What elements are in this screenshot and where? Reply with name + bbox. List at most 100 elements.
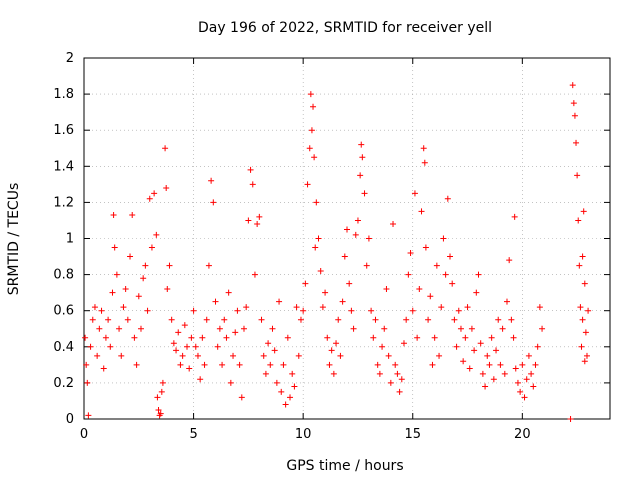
data-point: [168, 316, 175, 323]
data-point: [530, 383, 537, 390]
x-tick-label: 15: [404, 427, 421, 442]
data-point: [87, 343, 94, 350]
data-point: [457, 325, 464, 332]
x-axis-label: GPS time / hours: [286, 458, 403, 474]
data-point: [425, 316, 432, 323]
data-point: [98, 307, 105, 314]
data-point: [570, 100, 577, 107]
data-point: [162, 145, 169, 152]
data-point: [536, 304, 543, 311]
data-point: [100, 365, 107, 372]
data-point: [396, 388, 403, 395]
data-point: [111, 244, 118, 251]
y-tick-label: 1.8: [53, 87, 74, 102]
data-point: [506, 257, 513, 264]
data-point: [574, 172, 581, 179]
data-point: [129, 212, 136, 219]
data-point: [486, 361, 493, 368]
data-point: [379, 343, 386, 350]
data-point: [313, 199, 320, 206]
data-point: [333, 340, 340, 347]
y-axis-label: SRMTID / TECUs: [6, 183, 22, 296]
data-point: [308, 127, 315, 134]
data-point: [475, 271, 482, 278]
data-point: [291, 383, 298, 390]
data-point: [293, 304, 300, 311]
data-point: [521, 394, 528, 401]
data-point: [577, 304, 584, 311]
data-point: [582, 329, 589, 336]
y-axis: 0 0.2 0.4 0.6 0.8 1 1.2 1.4 1.6 1.8 2: [53, 51, 610, 427]
data-point: [581, 358, 588, 365]
data-point: [512, 365, 519, 372]
data-point: [179, 352, 186, 359]
data-point: [400, 340, 407, 347]
data-point: [344, 226, 350, 233]
data-point: [284, 334, 291, 341]
data-point: [579, 253, 586, 260]
data-point: [376, 370, 383, 377]
data-point: [82, 334, 89, 341]
data-point: [249, 181, 256, 188]
y-tick-label: 0.8: [53, 268, 74, 283]
data-point: [297, 316, 304, 323]
data-point: [151, 190, 158, 197]
data-point: [488, 334, 495, 341]
data-point: [84, 379, 91, 386]
y-tick-label: 0.2: [53, 376, 74, 391]
data-point: [471, 347, 478, 354]
data-point: [158, 388, 165, 395]
data-point: [227, 379, 234, 386]
data-point: [422, 244, 429, 251]
data-point: [122, 286, 129, 293]
data-point: [394, 370, 401, 377]
data-point: [153, 231, 160, 238]
y-tick-label: 0.4: [53, 340, 74, 355]
data-point: [578, 343, 585, 350]
data-point: [335, 316, 342, 323]
data-point: [451, 316, 458, 323]
data-point: [234, 307, 241, 314]
data-point: [310, 103, 317, 110]
data-point: [341, 253, 348, 260]
y-tick-label: 1: [66, 232, 74, 247]
data-point: [194, 352, 201, 359]
data-point: [131, 334, 138, 341]
data-point: [190, 307, 197, 314]
data-point: [94, 352, 101, 359]
data-point: [447, 253, 454, 260]
data-point: [135, 293, 142, 300]
data-point: [466, 365, 473, 372]
data-point: [390, 221, 397, 228]
data-point: [159, 379, 166, 386]
data-point: [482, 383, 489, 390]
data-point: [383, 286, 390, 293]
data-point: [232, 329, 239, 336]
data-point: [358, 141, 365, 148]
data-point: [514, 379, 521, 386]
data-point: [251, 271, 258, 278]
data-point: [438, 304, 445, 311]
data-point: [216, 325, 223, 332]
grid: [84, 58, 610, 419]
y-tick-label: 0: [66, 412, 74, 427]
data-point: [243, 304, 250, 311]
data-point: [361, 190, 368, 197]
data-point: [164, 286, 171, 293]
data-point: [210, 199, 217, 206]
data-point: [398, 376, 405, 383]
x-tick-label: 10: [295, 427, 312, 442]
data-point: [289, 370, 296, 377]
data-point: [354, 217, 361, 224]
data-point: [221, 316, 228, 323]
data-point: [155, 406, 162, 413]
data-point: [324, 334, 331, 341]
data-point: [142, 262, 149, 269]
data-point: [287, 394, 294, 401]
y-tick-label: 1.2: [53, 195, 74, 210]
data-point: [517, 388, 524, 395]
data-point: [575, 217, 582, 224]
data-point: [102, 334, 109, 341]
data-point: [157, 410, 164, 417]
data-point: [184, 343, 191, 350]
